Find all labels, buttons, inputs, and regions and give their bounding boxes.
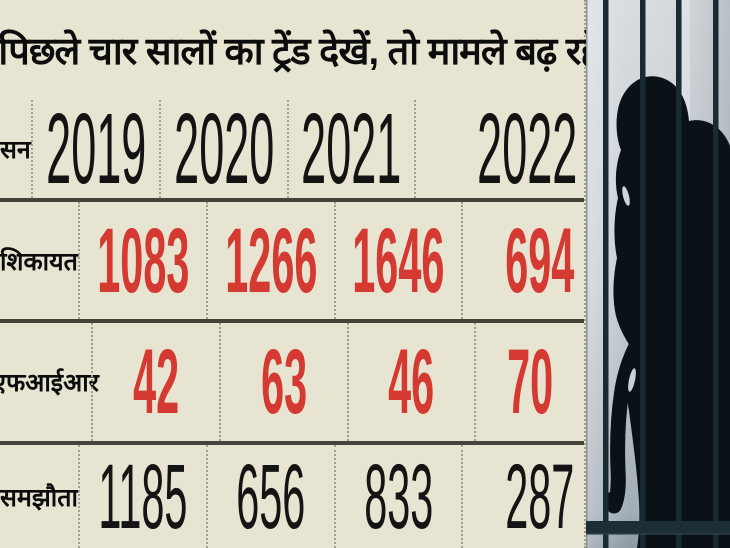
year-column-label: सन	[0, 136, 31, 164]
fir-2021: 46	[388, 331, 435, 433]
jail-rail	[586, 521, 730, 535]
fir-2022: 70	[506, 331, 554, 433]
row-label-fir: एफआईआर	[0, 369, 99, 397]
prisoner-behind-bars-icon	[586, 0, 730, 548]
jail-bar	[676, 0, 682, 548]
year-header-2022: 2022	[476, 93, 578, 205]
jail-bar	[603, 0, 609, 548]
jail-bar	[713, 0, 719, 548]
settlements-2022: 287	[505, 445, 575, 548]
table-row-fir: एफआईआर 42 63 46 70	[0, 323, 584, 445]
row-label-settlements: समझौता	[0, 483, 78, 512]
year-header-2020: 2020	[173, 93, 274, 205]
page-title: पिछले चार सालों का ट्रेंड देखें, तो मामल…	[0, 31, 601, 74]
complaints-2019: 1083	[96, 209, 189, 312]
prisoner-silhouette	[605, 76, 730, 548]
table-header-row: सन 2019 2020 2021 2022	[0, 93, 584, 205]
table-row-complaints: शिकायत 1083 1266 1646 694	[0, 202, 584, 323]
complaints-2020: 1266	[224, 209, 317, 312]
row-label-complaints: शिकायत	[0, 247, 78, 276]
jail-bars	[603, 0, 719, 548]
settlements-2021: 833	[363, 445, 433, 548]
table-row-settlements: समझौता 1185 656 833 287	[0, 445, 584, 548]
settlements-2020: 656	[236, 445, 306, 548]
jail-bar	[640, 0, 646, 548]
complaints-2021: 1646	[352, 209, 445, 312]
year-header-2021: 2021	[301, 93, 402, 205]
trend-table-panel: पिछले चार सालों का ट्रेंड देखें, तो मामल…	[0, 0, 601, 548]
settlements-2019: 1185	[98, 445, 188, 548]
year-header-2019: 2019	[45, 93, 146, 205]
fir-2020: 63	[260, 331, 308, 433]
fir-2019: 42	[132, 331, 180, 433]
prisoner-illustration-panel	[586, 0, 730, 548]
complaints-2022: 694	[505, 209, 575, 312]
